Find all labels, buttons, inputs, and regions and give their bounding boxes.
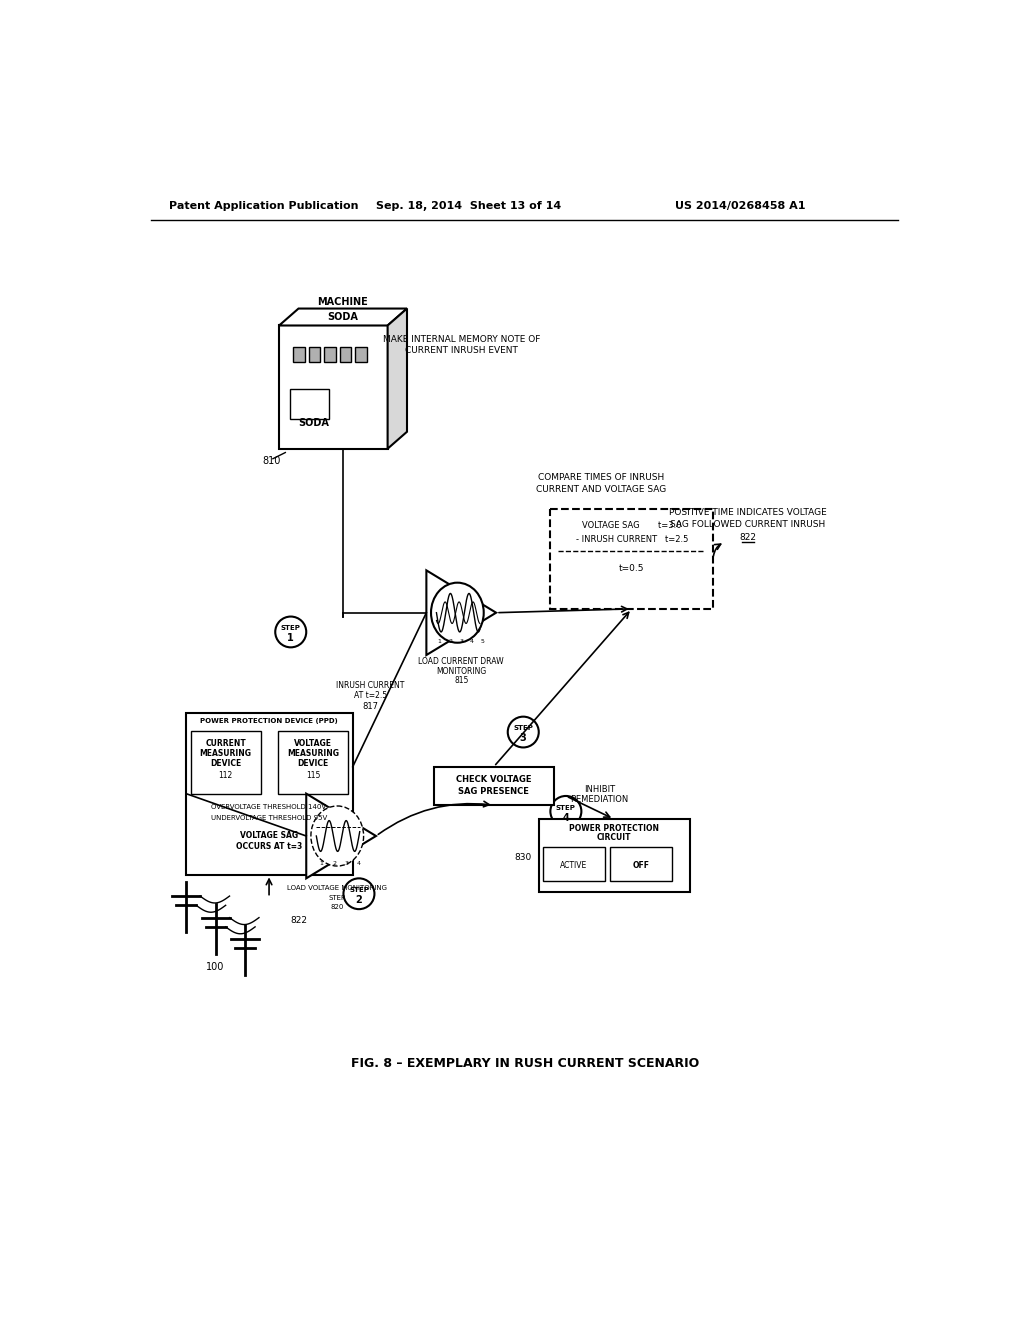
Text: 815: 815: [454, 676, 468, 685]
Text: 822: 822: [290, 916, 307, 925]
Text: 830: 830: [515, 853, 531, 862]
Text: CIRCUIT: CIRCUIT: [597, 833, 631, 842]
Text: 5: 5: [481, 639, 485, 644]
Text: 2: 2: [355, 895, 362, 906]
FancyBboxPatch shape: [434, 767, 554, 805]
Text: INHIBIT: INHIBIT: [584, 785, 614, 795]
Text: 3: 3: [459, 639, 463, 644]
Text: t=0.5: t=0.5: [618, 565, 644, 573]
Text: POWER PROTECTION: POWER PROTECTION: [569, 824, 658, 833]
Ellipse shape: [311, 807, 364, 866]
Text: CHECK VOLTAGE: CHECK VOLTAGE: [456, 775, 531, 784]
Text: LOAD CURRENT DRAW: LOAD CURRENT DRAW: [419, 657, 504, 667]
Text: DEVICE: DEVICE: [298, 759, 329, 768]
FancyBboxPatch shape: [308, 347, 321, 363]
Text: MACHINE: MACHINE: [317, 297, 368, 306]
Text: MEASURING: MEASURING: [287, 750, 339, 758]
Text: CURRENT AND VOLTAGE SAG: CURRENT AND VOLTAGE SAG: [536, 484, 666, 494]
Text: 4: 4: [470, 639, 474, 644]
FancyBboxPatch shape: [550, 508, 713, 609]
Text: 1: 1: [319, 861, 324, 866]
Text: 112: 112: [218, 771, 232, 780]
Text: CURRENT INRUSH EVENT: CURRENT INRUSH EVENT: [404, 346, 518, 355]
Text: SODA: SODA: [328, 312, 358, 322]
Text: Sep. 18, 2014  Sheet 13 of 14: Sep. 18, 2014 Sheet 13 of 14: [377, 201, 561, 211]
FancyBboxPatch shape: [280, 326, 388, 449]
Text: 4: 4: [562, 813, 569, 822]
Text: 2: 2: [449, 639, 453, 644]
Text: DEVICE: DEVICE: [210, 759, 242, 768]
FancyBboxPatch shape: [539, 818, 690, 892]
FancyBboxPatch shape: [279, 731, 348, 795]
FancyBboxPatch shape: [190, 731, 260, 795]
Text: SAG PRESENCE: SAG PRESENCE: [459, 787, 529, 796]
Text: Patent Application Publication: Patent Application Publication: [169, 201, 358, 211]
Text: 115: 115: [306, 771, 321, 780]
Text: US 2014/0268458 A1: US 2014/0268458 A1: [675, 201, 806, 211]
Text: COMPARE TIMES OF INRUSH: COMPARE TIMES OF INRUSH: [538, 474, 664, 482]
Text: SODA: SODA: [299, 417, 330, 428]
Text: CURRENT: CURRENT: [205, 739, 246, 748]
FancyBboxPatch shape: [543, 847, 604, 882]
Text: VOLTAGE: VOLTAGE: [294, 739, 332, 748]
Polygon shape: [388, 309, 407, 449]
Text: 817: 817: [362, 702, 379, 711]
Text: 822: 822: [739, 533, 757, 541]
Text: STEP: STEP: [513, 725, 534, 731]
FancyBboxPatch shape: [355, 347, 367, 363]
FancyBboxPatch shape: [610, 847, 672, 882]
Text: AT t=2.5: AT t=2.5: [354, 692, 387, 701]
FancyBboxPatch shape: [186, 713, 352, 874]
FancyBboxPatch shape: [290, 389, 329, 418]
Text: LOAD VOLTAGE MONITORING: LOAD VOLTAGE MONITORING: [288, 886, 387, 891]
Text: OVERVOLTAGE THRESHOLD 140V: OVERVOLTAGE THRESHOLD 140V: [212, 804, 327, 809]
Text: SAG FOLLOWED CURRENT INRUSH: SAG FOLLOWED CURRENT INRUSH: [671, 520, 825, 528]
Polygon shape: [280, 309, 407, 326]
Polygon shape: [426, 570, 496, 655]
Text: REMEDIATION: REMEDIATION: [570, 796, 629, 804]
Text: - INRUSH CURRENT   t=2.5: - INRUSH CURRENT t=2.5: [575, 535, 688, 544]
Text: ACTIVE: ACTIVE: [560, 861, 587, 870]
Text: MEASURING: MEASURING: [200, 750, 252, 758]
Text: 2: 2: [332, 861, 336, 866]
Text: 3: 3: [344, 861, 348, 866]
Text: INRUSH CURRENT: INRUSH CURRENT: [337, 681, 404, 690]
FancyBboxPatch shape: [293, 347, 305, 363]
Text: 1: 1: [437, 639, 441, 644]
Polygon shape: [306, 793, 376, 878]
Text: POSITIVE TIME INDICATES VOLTAGE: POSITIVE TIME INDICATES VOLTAGE: [669, 508, 826, 517]
Text: UNDERVOLTAGE THRESHOLD 95V: UNDERVOLTAGE THRESHOLD 95V: [211, 814, 328, 821]
Text: MONITORING: MONITORING: [436, 667, 486, 676]
Text: 810: 810: [262, 455, 281, 466]
Text: STEP: STEP: [349, 887, 369, 892]
Ellipse shape: [431, 582, 483, 643]
Text: OCCURS AT t=3: OCCURS AT t=3: [236, 842, 302, 851]
Text: VOLTAGE SAG: VOLTAGE SAG: [240, 832, 298, 841]
Text: 3: 3: [520, 733, 526, 743]
Text: VOLTAGE SAG       t=3.0: VOLTAGE SAG t=3.0: [582, 521, 682, 531]
Text: 820: 820: [331, 904, 344, 909]
Text: MAKE INTERNAL MEMORY NOTE OF: MAKE INTERNAL MEMORY NOTE OF: [383, 335, 540, 343]
Text: POWER PROTECTION DEVICE (PPD): POWER PROTECTION DEVICE (PPD): [200, 718, 338, 723]
Text: OFF: OFF: [633, 861, 649, 870]
Text: STEP: STEP: [329, 895, 346, 900]
Text: 100: 100: [207, 962, 224, 972]
Text: 4: 4: [357, 861, 360, 866]
Text: STEP: STEP: [556, 804, 575, 810]
FancyBboxPatch shape: [340, 347, 351, 363]
Text: 1: 1: [288, 634, 294, 643]
Text: FIG. 8 – EXEMPLARY IN RUSH CURRENT SCENARIO: FIG. 8 – EXEMPLARY IN RUSH CURRENT SCENA…: [350, 1056, 699, 1069]
Text: STEP: STEP: [281, 626, 301, 631]
FancyBboxPatch shape: [324, 347, 336, 363]
